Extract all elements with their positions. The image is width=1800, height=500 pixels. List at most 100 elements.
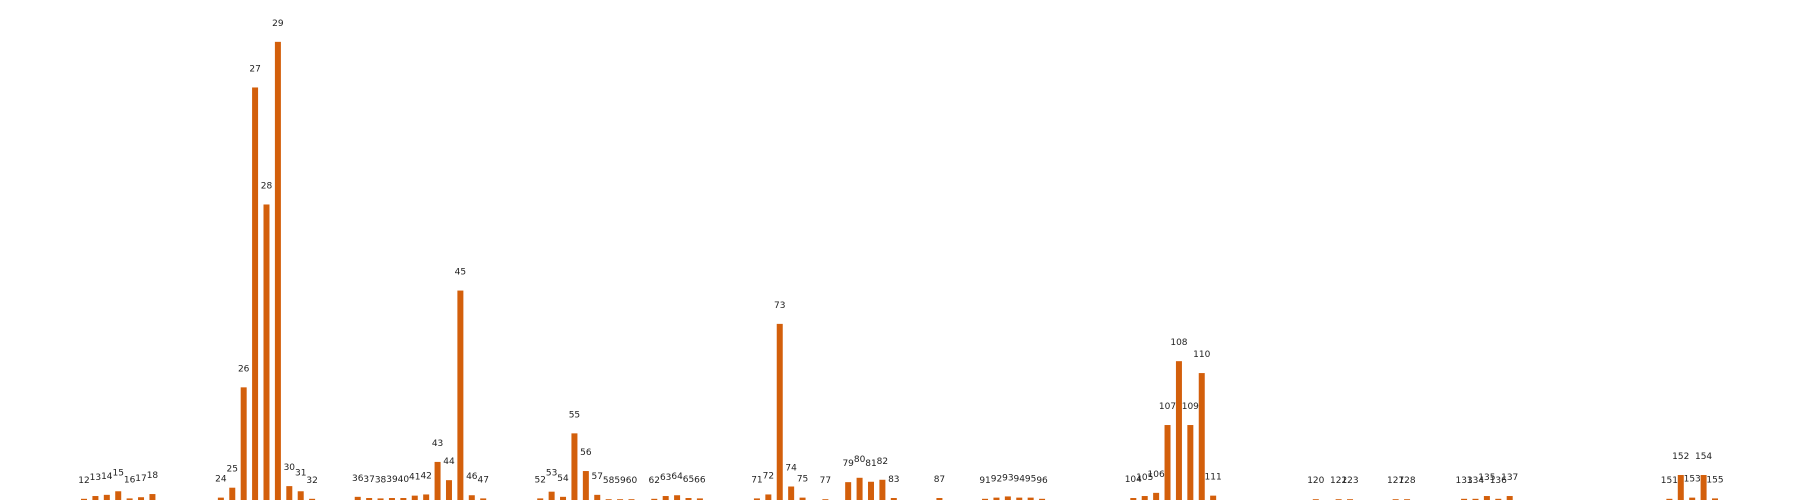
bar-91 (982, 498, 989, 500)
bar-label-107: 107 (1159, 402, 1176, 412)
bar-111 (1210, 495, 1217, 500)
bar-80 (856, 477, 863, 500)
bar-106 (1153, 492, 1160, 500)
bar-label-59: 59 (614, 476, 626, 486)
bar-label-32: 32 (306, 476, 317, 486)
bar-135 (1483, 496, 1490, 500)
bar-label-45: 45 (455, 268, 466, 278)
bar-26 (240, 387, 247, 500)
bar-label-17: 17 (135, 474, 146, 484)
bar-label-137: 137 (1501, 473, 1518, 483)
bar-75 (799, 497, 806, 500)
bar-label-71: 71 (751, 475, 762, 485)
bar-73 (776, 323, 783, 500)
bar-label-12: 12 (78, 476, 89, 486)
bar-53 (548, 491, 555, 500)
bar-62 (651, 498, 658, 500)
bar-label-120: 120 (1307, 476, 1324, 486)
bar-79 (845, 482, 852, 500)
bar-label-111: 111 (1205, 473, 1222, 483)
bar-63 (662, 496, 669, 500)
bar-71 (753, 498, 760, 500)
bar-133 (1461, 498, 1468, 500)
bar-label-52: 52 (534, 475, 545, 485)
bar-65 (685, 498, 692, 500)
bar-label-58: 58 (603, 476, 615, 486)
bar-24 (217, 497, 224, 500)
bar-153 (1689, 497, 1696, 500)
bar-96 (1039, 498, 1046, 500)
bar-38 (377, 498, 384, 500)
bar-label-109: 109 (1182, 402, 1199, 412)
bar-40 (400, 498, 407, 500)
bar-label-127: 127 (1387, 476, 1404, 486)
bar-label-106: 106 (1148, 470, 1165, 480)
bar-label-73: 73 (774, 301, 785, 311)
bar-label-55: 55 (569, 410, 580, 420)
bar-37 (366, 498, 373, 500)
bar-label-135: 135 (1478, 473, 1495, 483)
bar-label-40: 40 (398, 475, 410, 485)
bar-label-16: 16 (124, 475, 136, 485)
bar-label-53: 53 (546, 469, 557, 479)
bar-label-42: 42 (420, 471, 431, 481)
bar-94 (1016, 497, 1023, 500)
bar-label-104: 104 (1125, 475, 1142, 485)
bar-41 (411, 495, 418, 500)
bar-label-30: 30 (284, 463, 296, 473)
bar-label-47: 47 (477, 475, 488, 485)
bar-label-13: 13 (90, 473, 101, 483)
bar-label-110: 110 (1193, 350, 1210, 360)
bar-label-18: 18 (147, 471, 159, 481)
bar-109 (1187, 425, 1194, 500)
bar-42 (423, 494, 430, 500)
bar-92 (993, 497, 1000, 500)
bar-label-54: 54 (557, 474, 569, 484)
bar-151 (1666, 498, 1673, 500)
bar-155 (1712, 498, 1718, 500)
bar-label-123: 123 (1341, 476, 1358, 486)
bar-64 (674, 495, 681, 500)
bar-label-87: 87 (934, 475, 945, 485)
bar-82 (879, 479, 886, 500)
bar-54 (560, 496, 567, 500)
bar-18 (149, 494, 156, 500)
bar-label-26: 26 (238, 364, 250, 374)
bar-label-79: 79 (842, 459, 854, 469)
bar-label-65: 65 (683, 475, 694, 485)
bar-label-29: 29 (272, 19, 284, 29)
bar-17 (138, 497, 145, 500)
bar-154 (1700, 475, 1707, 500)
bar-label-151: 151 (1661, 476, 1678, 486)
bar-45 (457, 290, 464, 500)
bar-27 (252, 87, 259, 500)
bar-105 (1141, 496, 1148, 500)
bar-152 (1677, 475, 1684, 500)
bar-39 (388, 498, 395, 500)
bar-label-28: 28 (261, 181, 273, 191)
bar-16 (126, 498, 133, 500)
bar-label-25: 25 (227, 465, 238, 475)
bar-label-136: 136 (1490, 476, 1507, 486)
bar-66 (696, 498, 703, 500)
bar-label-74: 74 (785, 464, 797, 474)
bar-label-105: 105 (1136, 473, 1153, 483)
bar-83 (890, 498, 897, 500)
bar-110 (1198, 373, 1205, 500)
bar-label-83: 83 (888, 475, 899, 485)
bar-13 (92, 496, 99, 500)
bar-label-91: 91 (979, 476, 990, 486)
bar-label-93: 93 (1002, 473, 1013, 483)
bar-label-155: 155 (1706, 475, 1723, 485)
bar-107 (1164, 425, 1171, 500)
bar-108 (1175, 361, 1182, 500)
bar-label-63: 63 (660, 473, 671, 483)
bar-label-95: 95 (1025, 475, 1036, 485)
bar-136 (1495, 498, 1502, 500)
bar-label-24: 24 (215, 475, 227, 485)
bar-label-66: 66 (694, 475, 706, 485)
bar-label-15: 15 (112, 468, 123, 478)
